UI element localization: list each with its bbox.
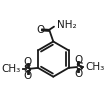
Text: O: O bbox=[75, 55, 83, 65]
Text: NH₂: NH₂ bbox=[57, 20, 77, 30]
Text: CH₃: CH₃ bbox=[1, 64, 21, 74]
Text: CH₃: CH₃ bbox=[86, 62, 105, 72]
Text: O: O bbox=[24, 57, 32, 67]
Text: S: S bbox=[75, 62, 83, 72]
Text: S: S bbox=[24, 64, 32, 74]
Text: O: O bbox=[36, 25, 45, 35]
Text: O: O bbox=[24, 71, 32, 81]
Text: O: O bbox=[75, 69, 83, 79]
